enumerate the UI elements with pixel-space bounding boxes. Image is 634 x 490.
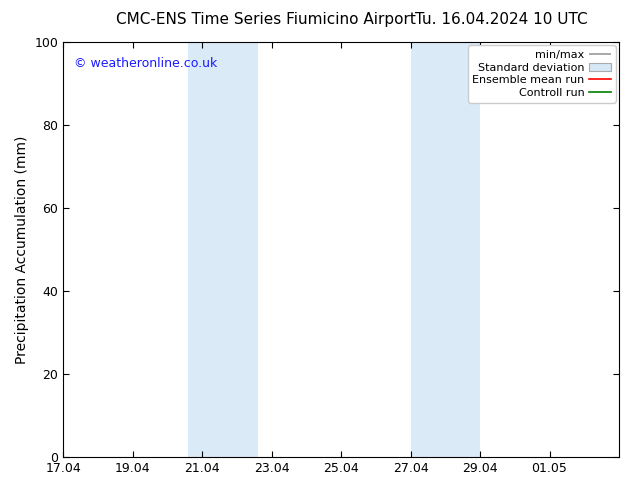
Bar: [188, 42, 258, 457]
Text: © weatheronline.co.uk: © weatheronline.co.uk: [74, 56, 217, 70]
Text: CMC-ENS Time Series Fiumicino Airport: CMC-ENS Time Series Fiumicino Airport: [117, 12, 416, 27]
Y-axis label: Precipitation Accumulation (mm): Precipitation Accumulation (mm): [15, 135, 29, 364]
Text: Tu. 16.04.2024 10 UTC: Tu. 16.04.2024 10 UTC: [415, 12, 587, 27]
Legend: min/max, Standard deviation, Ensemble mean run, Controll run: min/max, Standard deviation, Ensemble me…: [468, 46, 616, 102]
Bar: [411, 42, 480, 457]
